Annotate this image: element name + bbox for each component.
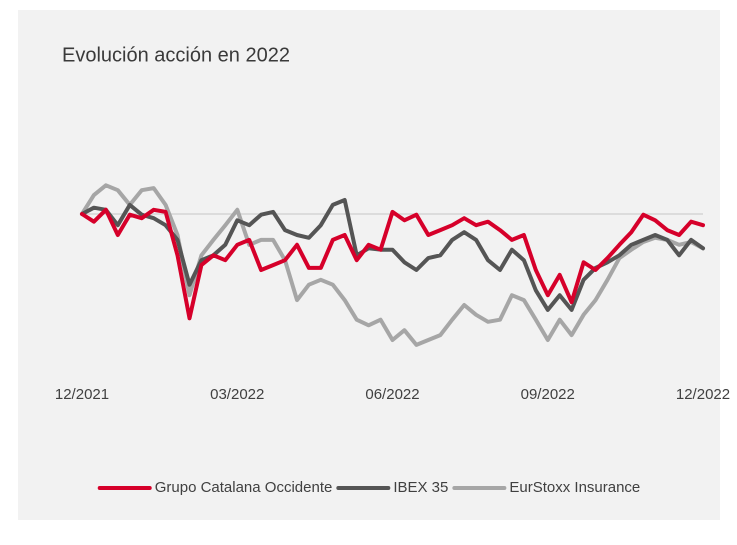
- legend-label: Grupo Catalana Occidente: [155, 479, 333, 496]
- legend-label: IBEX 35: [393, 479, 448, 496]
- x-tick-label: 03/2022: [210, 386, 264, 403]
- legend-label: EurStoxx Insurance: [509, 479, 640, 496]
- x-tick-label: 12/2021: [55, 386, 109, 403]
- chart-title: Evolución acción en 2022: [62, 44, 290, 66]
- x-tick-label: 12/2022: [676, 386, 730, 403]
- x-tick-label: 09/2022: [521, 386, 575, 403]
- line-series: [80, 207, 705, 321]
- x-tick-label: 06/2022: [365, 386, 419, 403]
